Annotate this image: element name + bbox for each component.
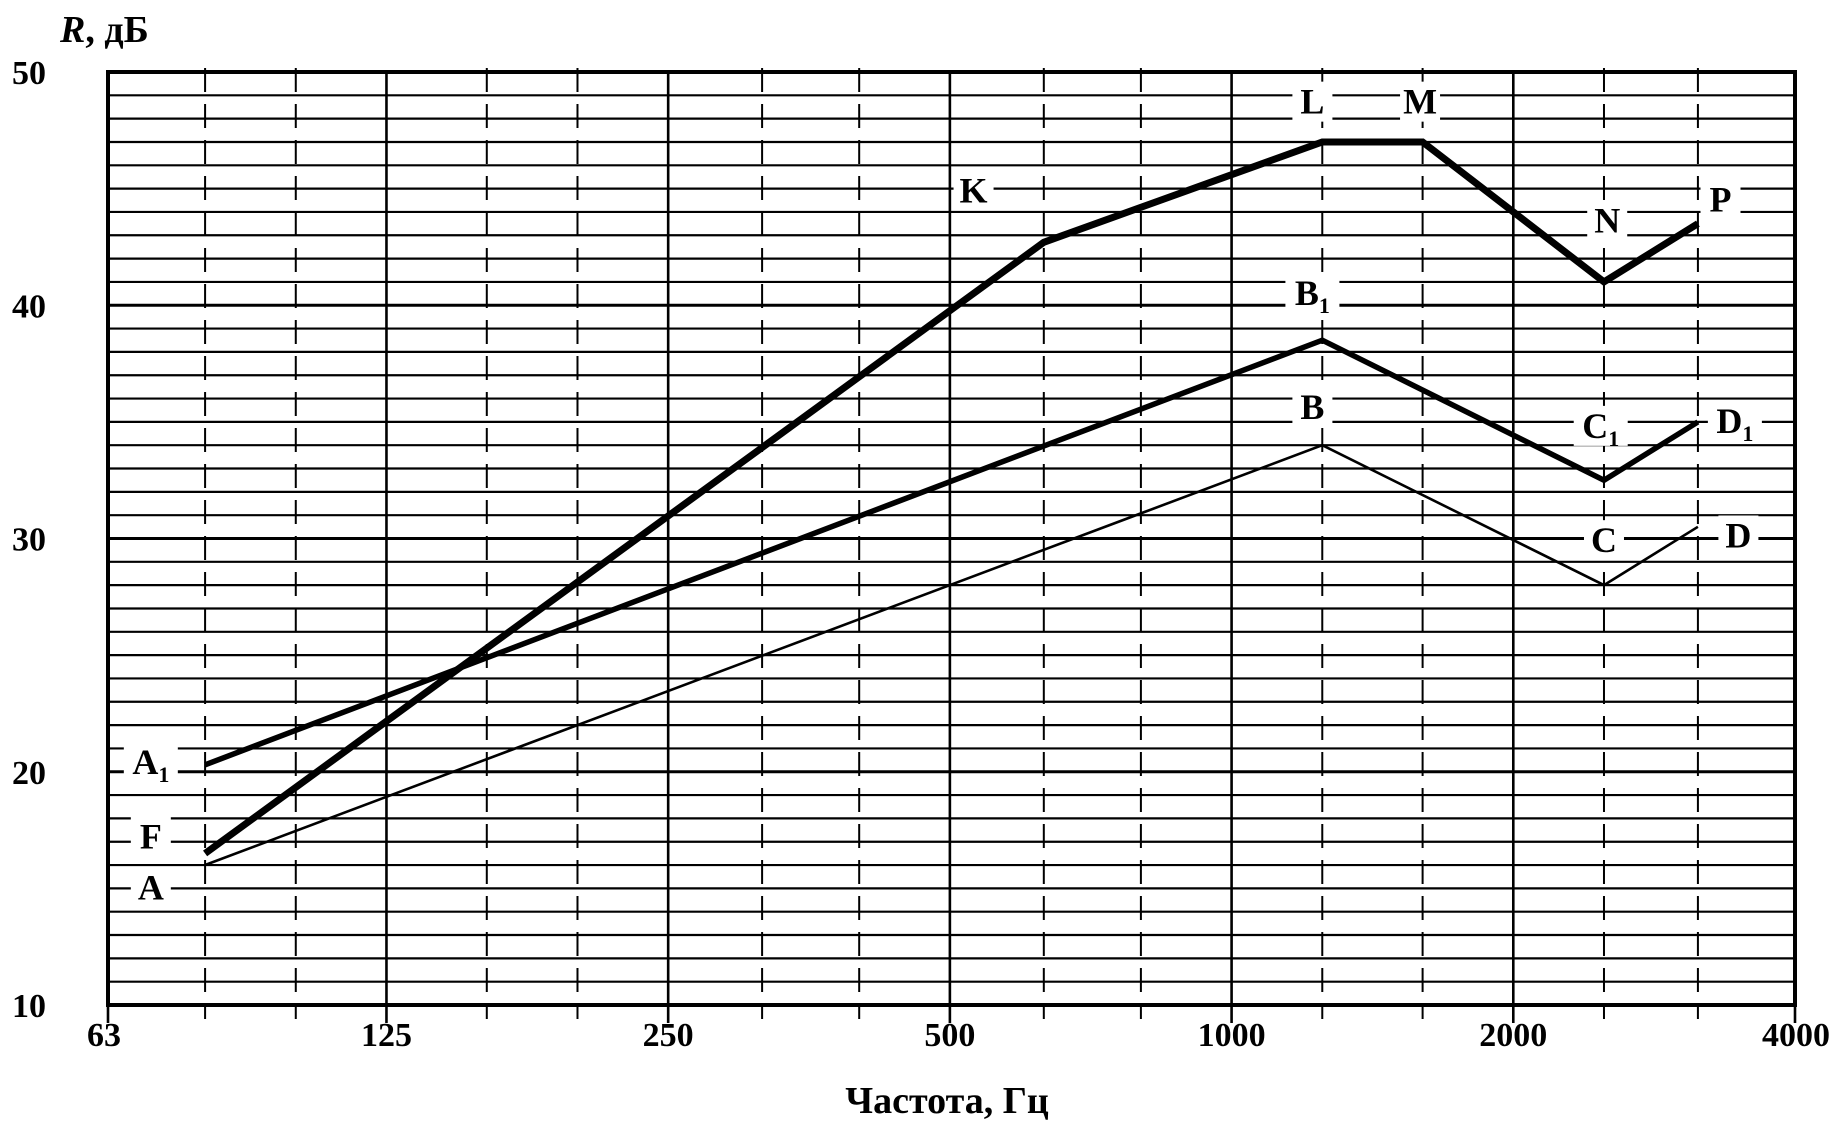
- point-label-bg: [1718, 515, 1759, 556]
- point-label-bg: [1400, 81, 1441, 122]
- point-label-text: M: [1403, 82, 1437, 122]
- point-label: B1: [1285, 272, 1340, 318]
- point-label-text: A1: [132, 742, 169, 787]
- y-tick-label: 20: [12, 755, 46, 792]
- point-label: D1: [1707, 401, 1762, 446]
- point-label-text: D1: [1716, 401, 1753, 446]
- point-label-bg: [1573, 405, 1628, 446]
- point-label: B: [1292, 387, 1333, 428]
- point-label: C: [1583, 520, 1624, 561]
- series-line-A1B1C1D1: [204, 337, 1700, 768]
- point-label-bg: [130, 867, 171, 908]
- point-label: A1: [123, 741, 178, 787]
- x-tick-label: 125: [361, 1017, 412, 1054]
- point-label-bg: [1587, 200, 1628, 241]
- point-label-text: D: [1725, 515, 1751, 555]
- x-tick-label: 1000: [1198, 1017, 1266, 1054]
- point-label-text: B1: [1295, 273, 1330, 318]
- x-tick-label: 63: [87, 1017, 121, 1054]
- point-label-bg: [1707, 401, 1762, 442]
- point-label-text: C: [1591, 520, 1617, 560]
- x-tick-label: 500: [924, 1017, 975, 1054]
- point-label-bg: [130, 816, 171, 857]
- series-layer: [203, 138, 1700, 867]
- point-label: D: [1718, 515, 1759, 556]
- y-tick-label: 50: [12, 55, 46, 92]
- y-tick-label: 40: [12, 288, 46, 325]
- point-label-text: N: [1594, 201, 1620, 241]
- point-label: K: [953, 170, 994, 211]
- x-tick-label: 250: [643, 1017, 694, 1054]
- point-label-bg: [1700, 179, 1741, 220]
- y-tick-label: 30: [12, 522, 46, 559]
- point-label: L: [1292, 81, 1333, 122]
- grid: [106, 68, 1797, 1023]
- x-tick-label: 4000: [1762, 1017, 1830, 1054]
- point-label-bg: [1292, 81, 1333, 122]
- point-label-text: P: [1709, 180, 1731, 220]
- point-label-text: C1: [1582, 406, 1619, 451]
- x-tick-label: 2000: [1479, 1017, 1547, 1054]
- point-label-bg: [1285, 272, 1340, 313]
- point-label: A: [130, 867, 171, 908]
- point-label-text: B: [1300, 387, 1324, 427]
- point-labels: A1 FA K L M N P B1 B C1 D1 C D: [123, 81, 1762, 908]
- point-label-text: A: [138, 868, 164, 908]
- y-axis-label: R, дБ: [59, 9, 149, 51]
- y-tick-label: 10: [12, 988, 46, 1025]
- point-label-bg: [1292, 387, 1333, 428]
- point-label-text: L: [1300, 82, 1324, 122]
- point-label: C1: [1573, 405, 1628, 451]
- series-line-FKLMNP: [203, 138, 1700, 857]
- point-label: F: [130, 816, 171, 857]
- x-axis-label: Частота, Гц: [845, 1080, 1049, 1122]
- point-label-text: K: [960, 170, 988, 210]
- point-label-bg: [953, 170, 994, 211]
- tick-labels: 10 20 30 40 50 63 125 250 500 1000 2000 4000: [12, 55, 1830, 1054]
- point-label-text: F: [140, 816, 162, 856]
- plot-border: [106, 70, 1797, 1007]
- point-label: P: [1700, 179, 1741, 220]
- series-line-ABCD: [204, 443, 1699, 867]
- point-label-bg: [123, 741, 178, 782]
- plot-frame: [106, 70, 1797, 1007]
- point-label-bg: [1583, 520, 1624, 561]
- point-label: M: [1400, 81, 1441, 122]
- point-label: N: [1587, 200, 1628, 241]
